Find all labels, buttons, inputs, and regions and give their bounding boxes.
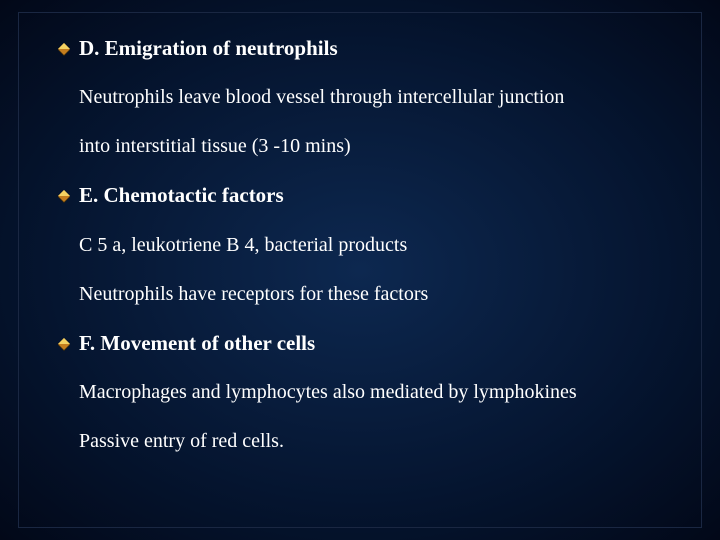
section-heading-row: D. Emigration of neutrophils [57,35,671,62]
section-e-line-1: C 5 a, leukotriene B 4, bacterial produc… [79,232,671,259]
slide-frame: D. Emigration of neutrophils Neutrophils… [18,12,702,528]
section-f-line-2: Passive entry of red cells. [79,428,671,455]
slide-content: D. Emigration of neutrophils Neutrophils… [19,13,701,497]
diamond-bullet-icon [57,190,79,204]
section-d-line-2: into interstitial tissue (3 -10 mins) [79,133,671,160]
section-f-line-1: Macrophages and lymphocytes also mediate… [79,379,671,406]
section-d-line-1: Neutrophils leave blood vessel through i… [79,84,671,111]
section-heading-row: F. Movement of other cells [57,330,671,357]
diamond-bullet-icon [57,338,79,352]
section-f-heading: F. Movement of other cells [79,330,315,357]
section-e-heading: E. Chemotactic factors [79,182,284,209]
section-heading-row: E. Chemotactic factors [57,182,671,209]
section-d-heading: D. Emigration of neutrophils [79,35,338,62]
section-e-line-2: Neutrophils have receptors for these fac… [79,281,671,308]
diamond-bullet-icon [57,43,79,57]
